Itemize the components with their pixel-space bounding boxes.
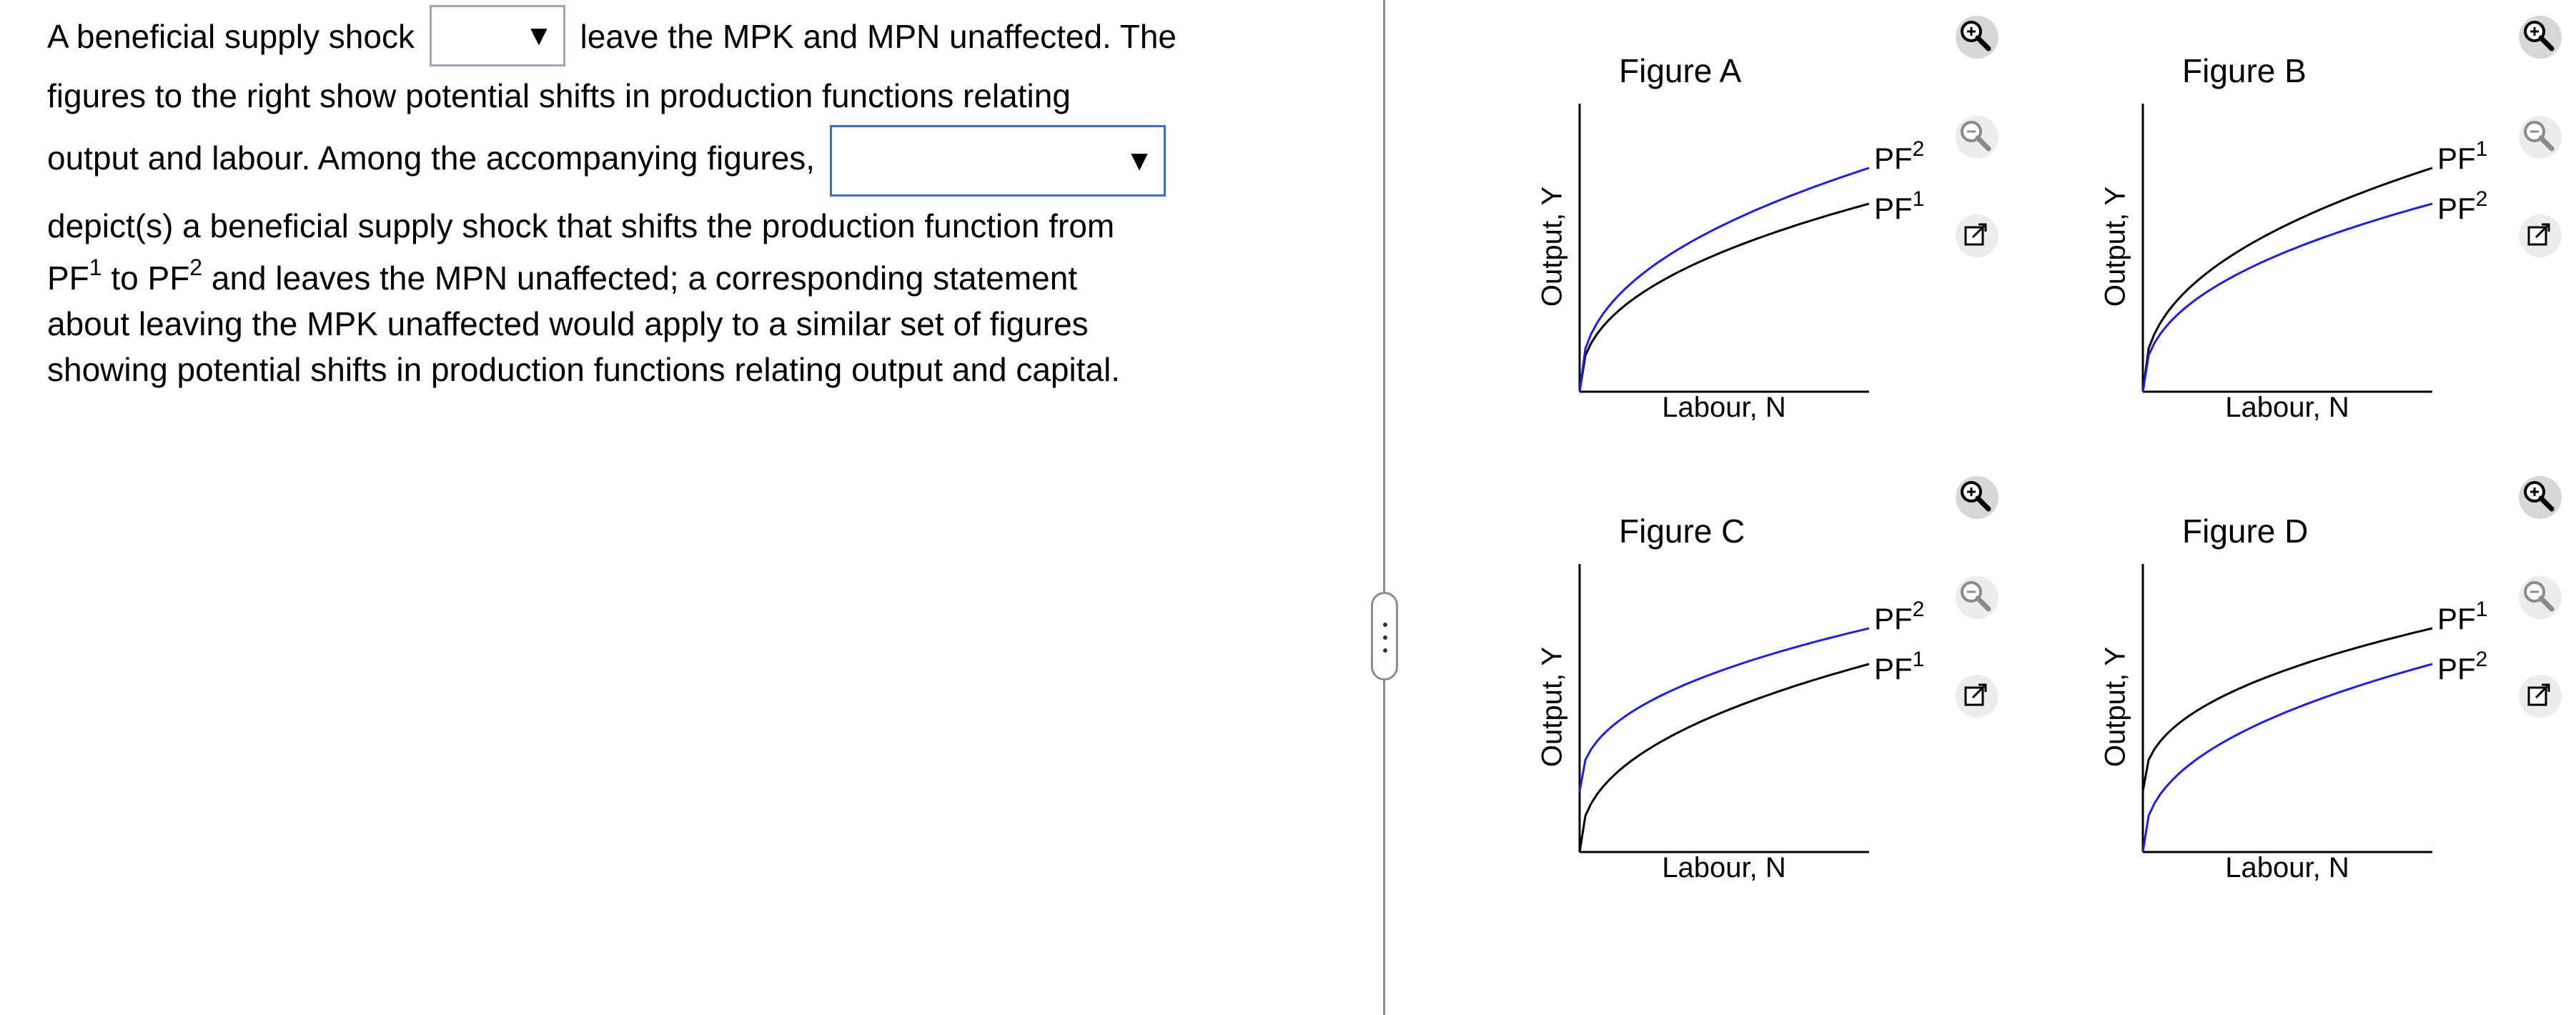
pf-label-bottom: PF1: [1874, 648, 1925, 686]
question-line-2: figures to the right show potential shif…: [47, 76, 1071, 114]
pf-label-bottom: PF2: [2437, 187, 2488, 226]
pf-label-top: PF1: [2437, 137, 2488, 176]
question-line-4: depict(s) a beneficial supply shock that…: [47, 207, 1115, 244]
zoom-in-icon[interactable]: [2519, 476, 2562, 519]
pf-label-top: PF2: [1874, 137, 1925, 176]
production-curve-black: [1578, 202, 1870, 392]
figure-c: Figure C Output, Y Labour, N PF2 PF1: [1501, 460, 2144, 911]
question-line-7: showing potential shifts in production f…: [47, 350, 1121, 388]
pane-resize-handle[interactable]: [1371, 592, 1398, 680]
figure-a: Figure A Output, Y Labour, N PF2 PF1: [1501, 0, 2144, 450]
x-axis-label: Labour, N: [1662, 852, 1786, 883]
x-axis-label: Labour, N: [2225, 852, 2349, 883]
question-line-6: about leaving the MPK unaffected would a…: [47, 304, 1089, 342]
dropdown-caret-icon: ▼: [525, 19, 553, 51]
popout-icon[interactable]: [1956, 675, 1998, 718]
dropdown-figures[interactable]: ▼: [829, 124, 1166, 197]
dropdown-caret-icon: ▼: [1125, 144, 1154, 177]
popout-icon[interactable]: [2519, 214, 2562, 257]
figure-graph: [2141, 564, 2433, 853]
figure-graph: [1578, 564, 1870, 853]
production-curve-black: [2141, 627, 2433, 792]
question-line-5: PF1 to PF2 and leaves the MPN unaffected…: [47, 254, 1078, 297]
popout-icon[interactable]: [2519, 675, 2562, 718]
y-axis-label: Output, Y: [1536, 646, 1568, 768]
y-axis-label: Output, Y: [2099, 646, 2131, 768]
y-axis-label: Output, Y: [2099, 186, 2131, 307]
zoom-out-icon[interactable]: [1956, 116, 1998, 159]
pane-divider: [1383, 0, 1385, 1015]
question-line-1: A beneficial supply shock ▼ leave the MP…: [47, 4, 1334, 66]
production-curve-blue: [2141, 663, 2433, 853]
question-line-3: output and labour. Among the accompanyin…: [47, 124, 1334, 197]
figure-title: Figure C: [1619, 513, 1745, 550]
popout-icon[interactable]: [1956, 214, 1998, 257]
y-axis-label: Output, Y: [1536, 186, 1568, 307]
pf-label-bottom: PF1: [1874, 187, 1925, 226]
production-curve-blue: [1578, 167, 1870, 392]
x-axis-label: Labour, N: [2225, 392, 2349, 423]
production-curve-black: [1578, 663, 1870, 853]
pf-label-bottom: PF2: [2437, 648, 2488, 686]
production-curve-blue: [1578, 627, 1870, 792]
production-curve-black: [2141, 167, 2433, 392]
zoom-out-icon[interactable]: [2519, 576, 2562, 619]
x-axis-label: Labour, N: [1662, 392, 1786, 423]
dropdown-supply-shock[interactable]: ▼: [429, 4, 565, 66]
zoom-in-icon[interactable]: [1956, 476, 1998, 519]
production-curve-blue: [2141, 202, 2433, 392]
figure-title: Figure B: [2182, 52, 2307, 89]
pf-label-top: PF2: [1874, 598, 1925, 636]
figure-graph: [1578, 104, 1870, 393]
zoom-in-icon[interactable]: [1956, 16, 1998, 59]
figure-title: Figure A: [1619, 52, 1742, 89]
figure-b: Figure B Output, Y Labour, N PF1 PF2: [2064, 0, 2576, 450]
figure-d: Figure D Output, Y Labour, N PF1 PF2: [2064, 460, 2576, 911]
figure-graph: [2141, 104, 2433, 393]
question-text: A beneficial supply shock ▼ leave the MP…: [47, 4, 1334, 392]
figure-title: Figure D: [2182, 513, 2309, 550]
zoom-in-icon[interactable]: [2519, 16, 2562, 59]
zoom-out-icon[interactable]: [1956, 576, 1998, 619]
pf-label-top: PF1: [2437, 598, 2488, 636]
zoom-out-icon[interactable]: [2519, 116, 2562, 159]
